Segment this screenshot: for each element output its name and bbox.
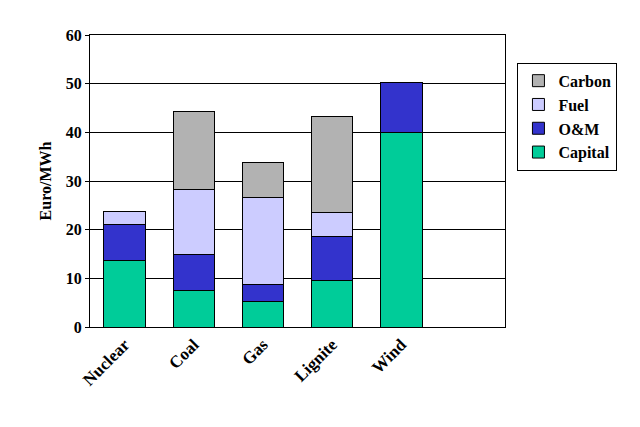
svg-text:Fuel: Fuel	[558, 97, 589, 114]
svg-text:50: 50	[66, 75, 82, 92]
svg-text:30: 30	[66, 173, 82, 190]
svg-text:Capital: Capital	[558, 144, 609, 162]
svg-text:20: 20	[66, 221, 82, 238]
svg-text:Wind: Wind	[368, 335, 410, 377]
svg-text:Carbon: Carbon	[558, 73, 611, 90]
svg-text:0: 0	[74, 319, 82, 336]
svg-text:O&M: O&M	[558, 121, 599, 138]
svg-text:60: 60	[66, 27, 82, 44]
svg-text:Lignite: Lignite	[291, 335, 341, 385]
svg-text:Gas: Gas	[238, 335, 272, 369]
svg-text:Coal: Coal	[165, 335, 203, 373]
svg-text:10: 10	[66, 270, 82, 287]
svg-text:Nuclear: Nuclear	[79, 335, 133, 389]
svg-text:Euro/MWh: Euro/MWh	[37, 141, 54, 220]
svg-text:40: 40	[66, 124, 82, 141]
